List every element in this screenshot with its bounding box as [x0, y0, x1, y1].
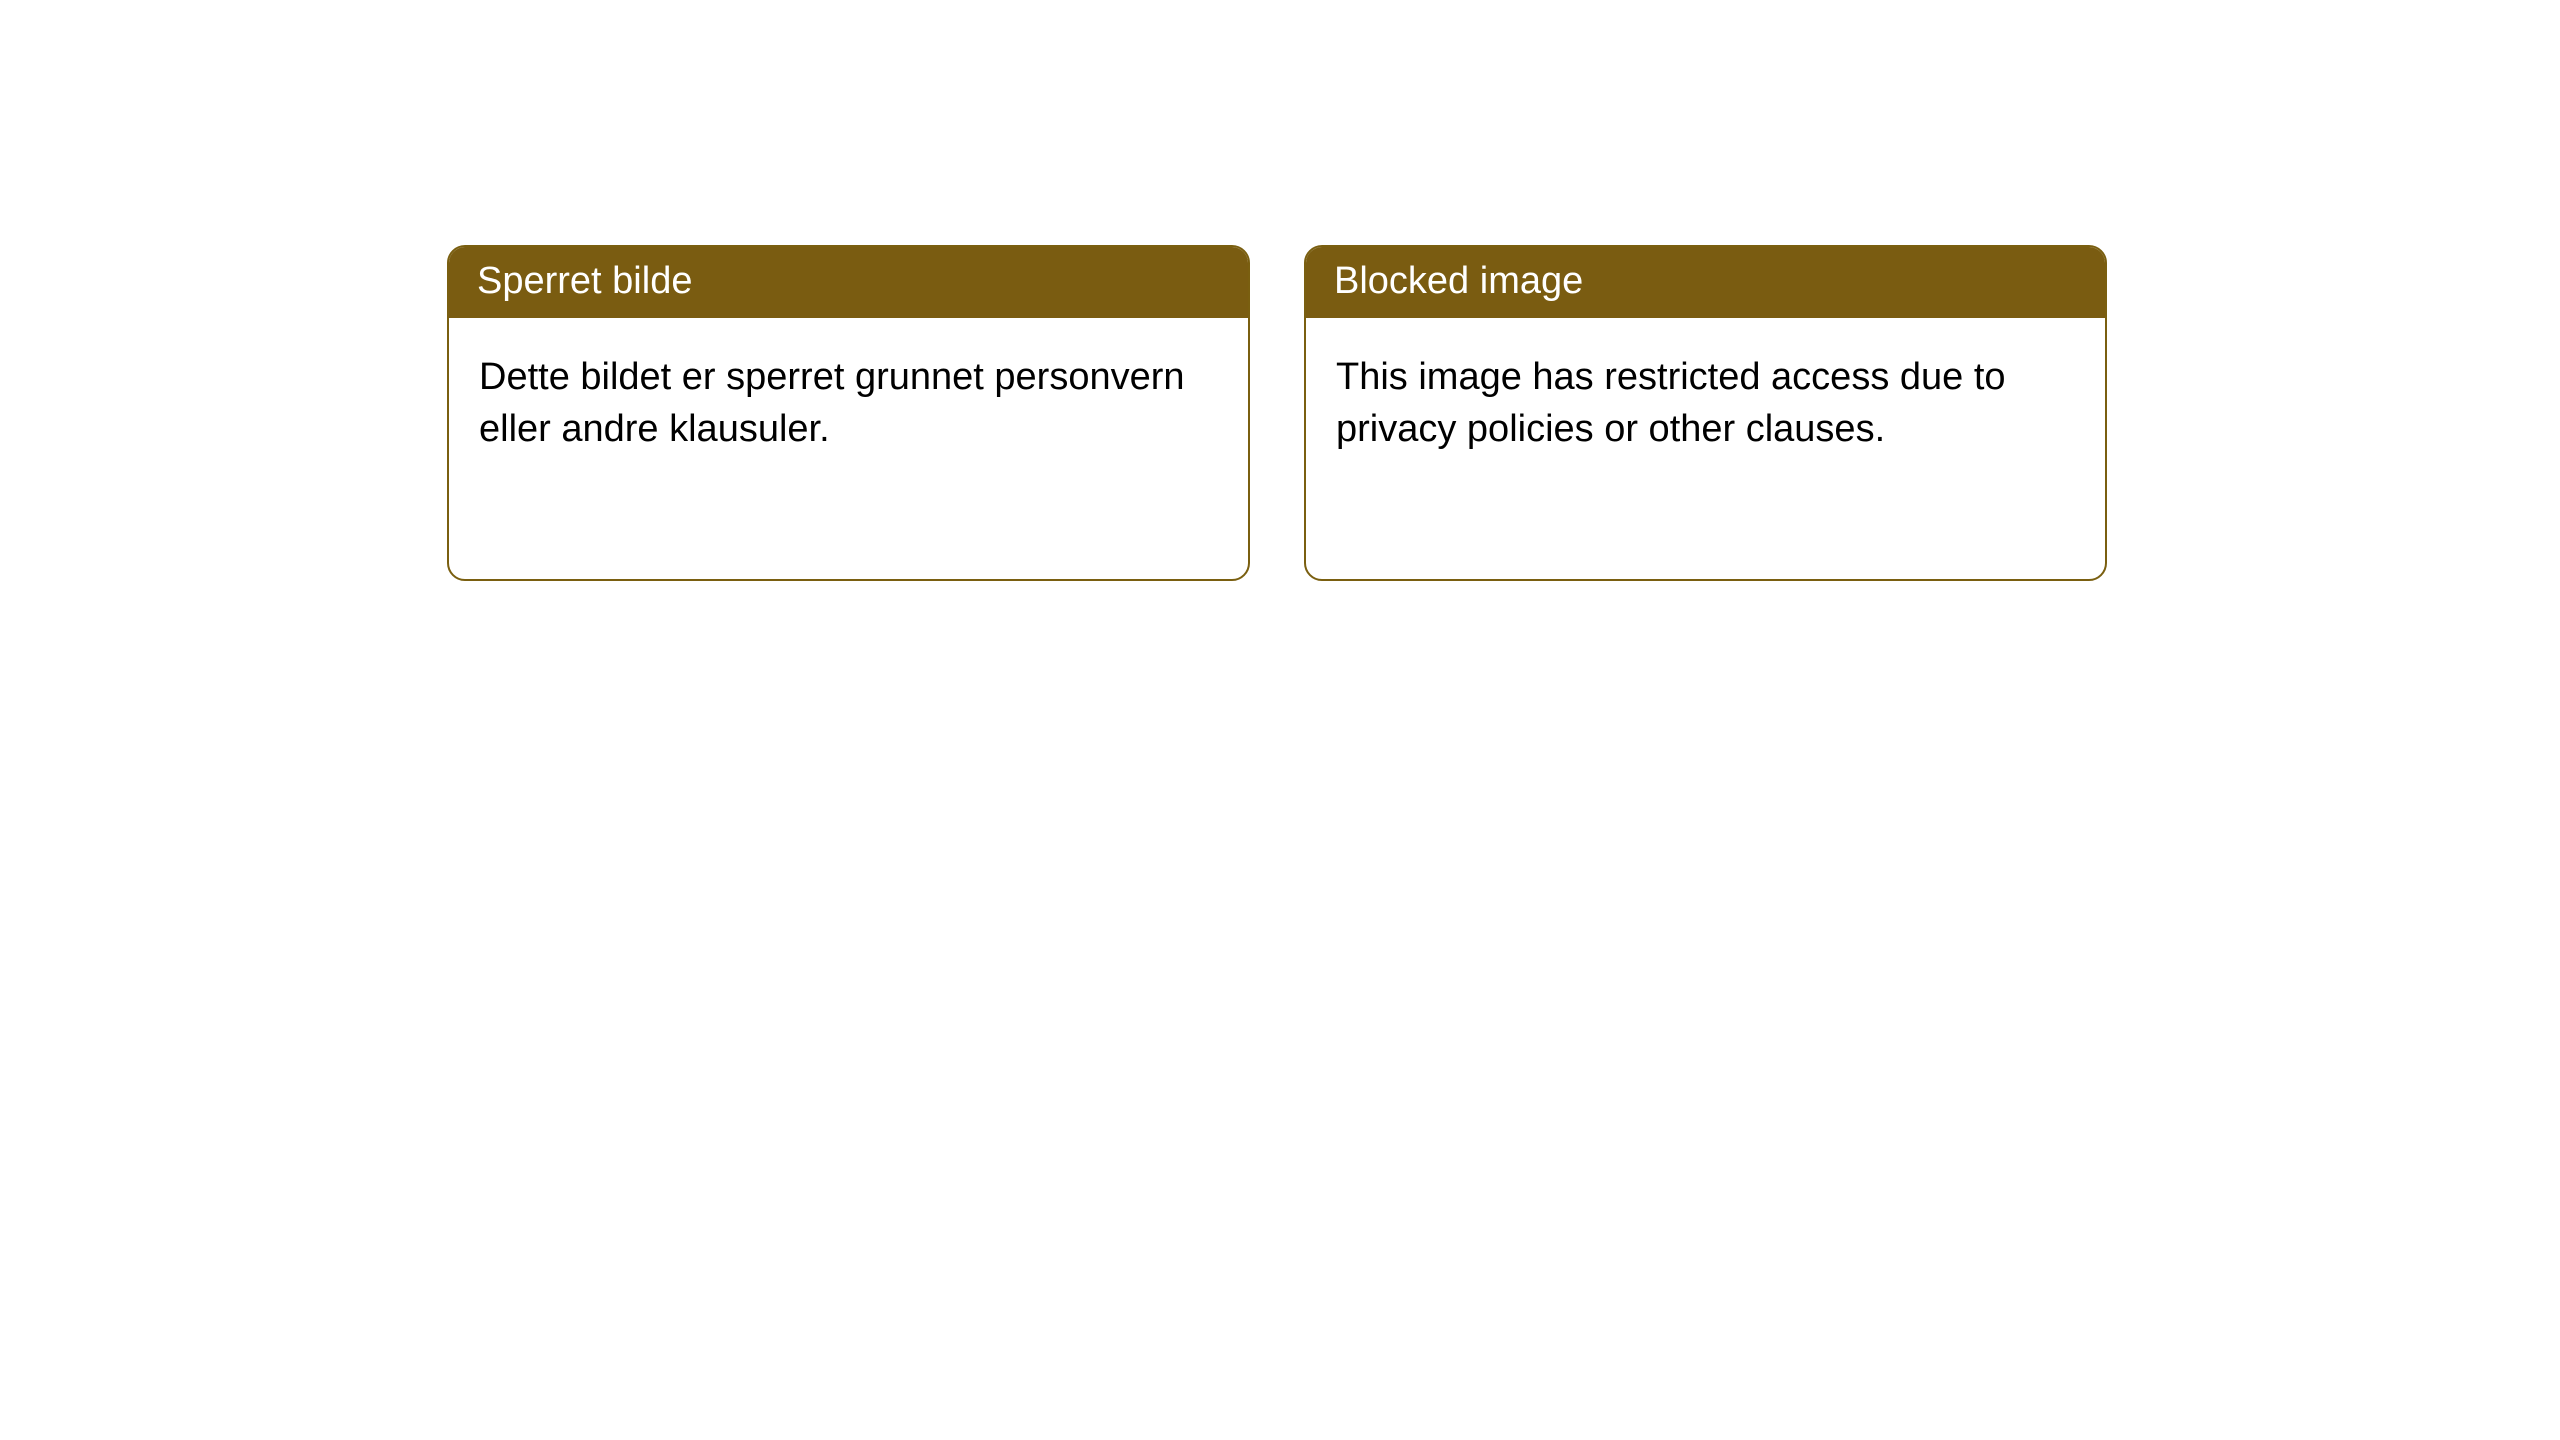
notice-body: Dette bildet er sperret grunnet personve… — [449, 318, 1248, 485]
notice-body: This image has restricted access due to … — [1306, 318, 2105, 485]
notice-text: This image has restricted access due to … — [1336, 356, 2006, 449]
notice-header: Blocked image — [1306, 247, 2105, 318]
notice-card-english: Blocked image This image has restricted … — [1304, 245, 2107, 581]
notice-title: Blocked image — [1334, 260, 1583, 302]
notice-header: Sperret bilde — [449, 247, 1248, 318]
notice-container: Sperret bilde Dette bildet er sperret gr… — [447, 245, 2107, 581]
notice-title: Sperret bilde — [477, 260, 692, 302]
notice-text: Dette bildet er sperret grunnet personve… — [479, 356, 1185, 449]
notice-card-norwegian: Sperret bilde Dette bildet er sperret gr… — [447, 245, 1250, 581]
